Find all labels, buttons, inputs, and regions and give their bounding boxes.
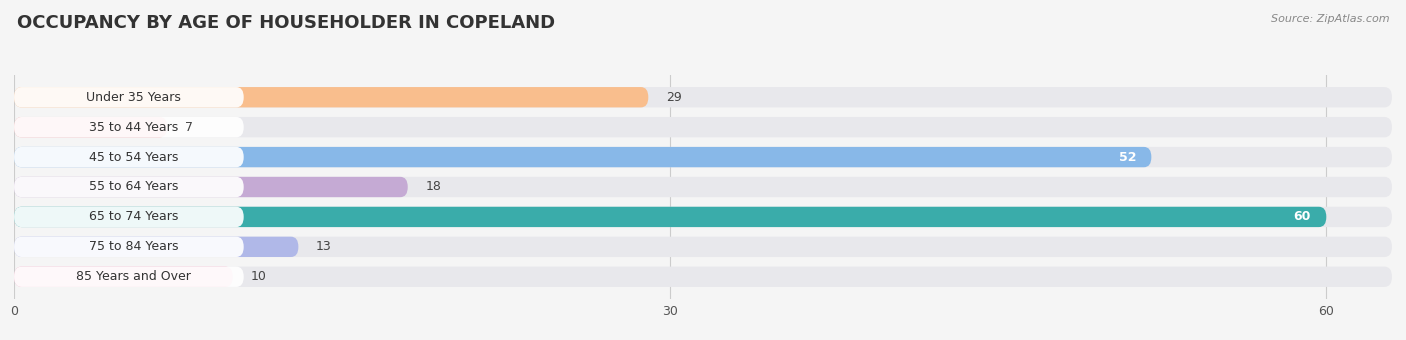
FancyBboxPatch shape — [14, 237, 243, 257]
FancyBboxPatch shape — [14, 177, 408, 197]
Text: Under 35 Years: Under 35 Years — [86, 91, 181, 104]
Text: Source: ZipAtlas.com: Source: ZipAtlas.com — [1271, 14, 1389, 23]
Text: 75 to 84 Years: 75 to 84 Years — [89, 240, 179, 253]
Text: 65 to 74 Years: 65 to 74 Years — [89, 210, 179, 223]
Text: 29: 29 — [666, 91, 682, 104]
FancyBboxPatch shape — [14, 117, 1392, 137]
Text: 55 to 64 Years: 55 to 64 Years — [89, 181, 179, 193]
FancyBboxPatch shape — [14, 147, 1392, 167]
FancyBboxPatch shape — [14, 267, 243, 287]
FancyBboxPatch shape — [14, 267, 233, 287]
FancyBboxPatch shape — [14, 117, 167, 137]
FancyBboxPatch shape — [14, 87, 1392, 107]
Text: 85 Years and Over: 85 Years and Over — [76, 270, 191, 283]
Text: 10: 10 — [250, 270, 266, 283]
FancyBboxPatch shape — [14, 207, 243, 227]
FancyBboxPatch shape — [14, 117, 243, 137]
FancyBboxPatch shape — [14, 147, 243, 167]
FancyBboxPatch shape — [14, 207, 1392, 227]
FancyBboxPatch shape — [14, 87, 243, 107]
Text: 7: 7 — [184, 121, 193, 134]
FancyBboxPatch shape — [14, 177, 1392, 197]
FancyBboxPatch shape — [14, 237, 1392, 257]
FancyBboxPatch shape — [14, 87, 648, 107]
Text: 35 to 44 Years: 35 to 44 Years — [89, 121, 179, 134]
Text: 45 to 54 Years: 45 to 54 Years — [89, 151, 179, 164]
Text: OCCUPANCY BY AGE OF HOUSEHOLDER IN COPELAND: OCCUPANCY BY AGE OF HOUSEHOLDER IN COPEL… — [17, 14, 555, 32]
Text: 13: 13 — [316, 240, 332, 253]
FancyBboxPatch shape — [14, 237, 298, 257]
Text: 60: 60 — [1294, 210, 1310, 223]
FancyBboxPatch shape — [14, 267, 1392, 287]
Text: 18: 18 — [425, 181, 441, 193]
FancyBboxPatch shape — [14, 177, 243, 197]
Text: 52: 52 — [1119, 151, 1136, 164]
FancyBboxPatch shape — [14, 147, 1152, 167]
FancyBboxPatch shape — [14, 207, 1326, 227]
